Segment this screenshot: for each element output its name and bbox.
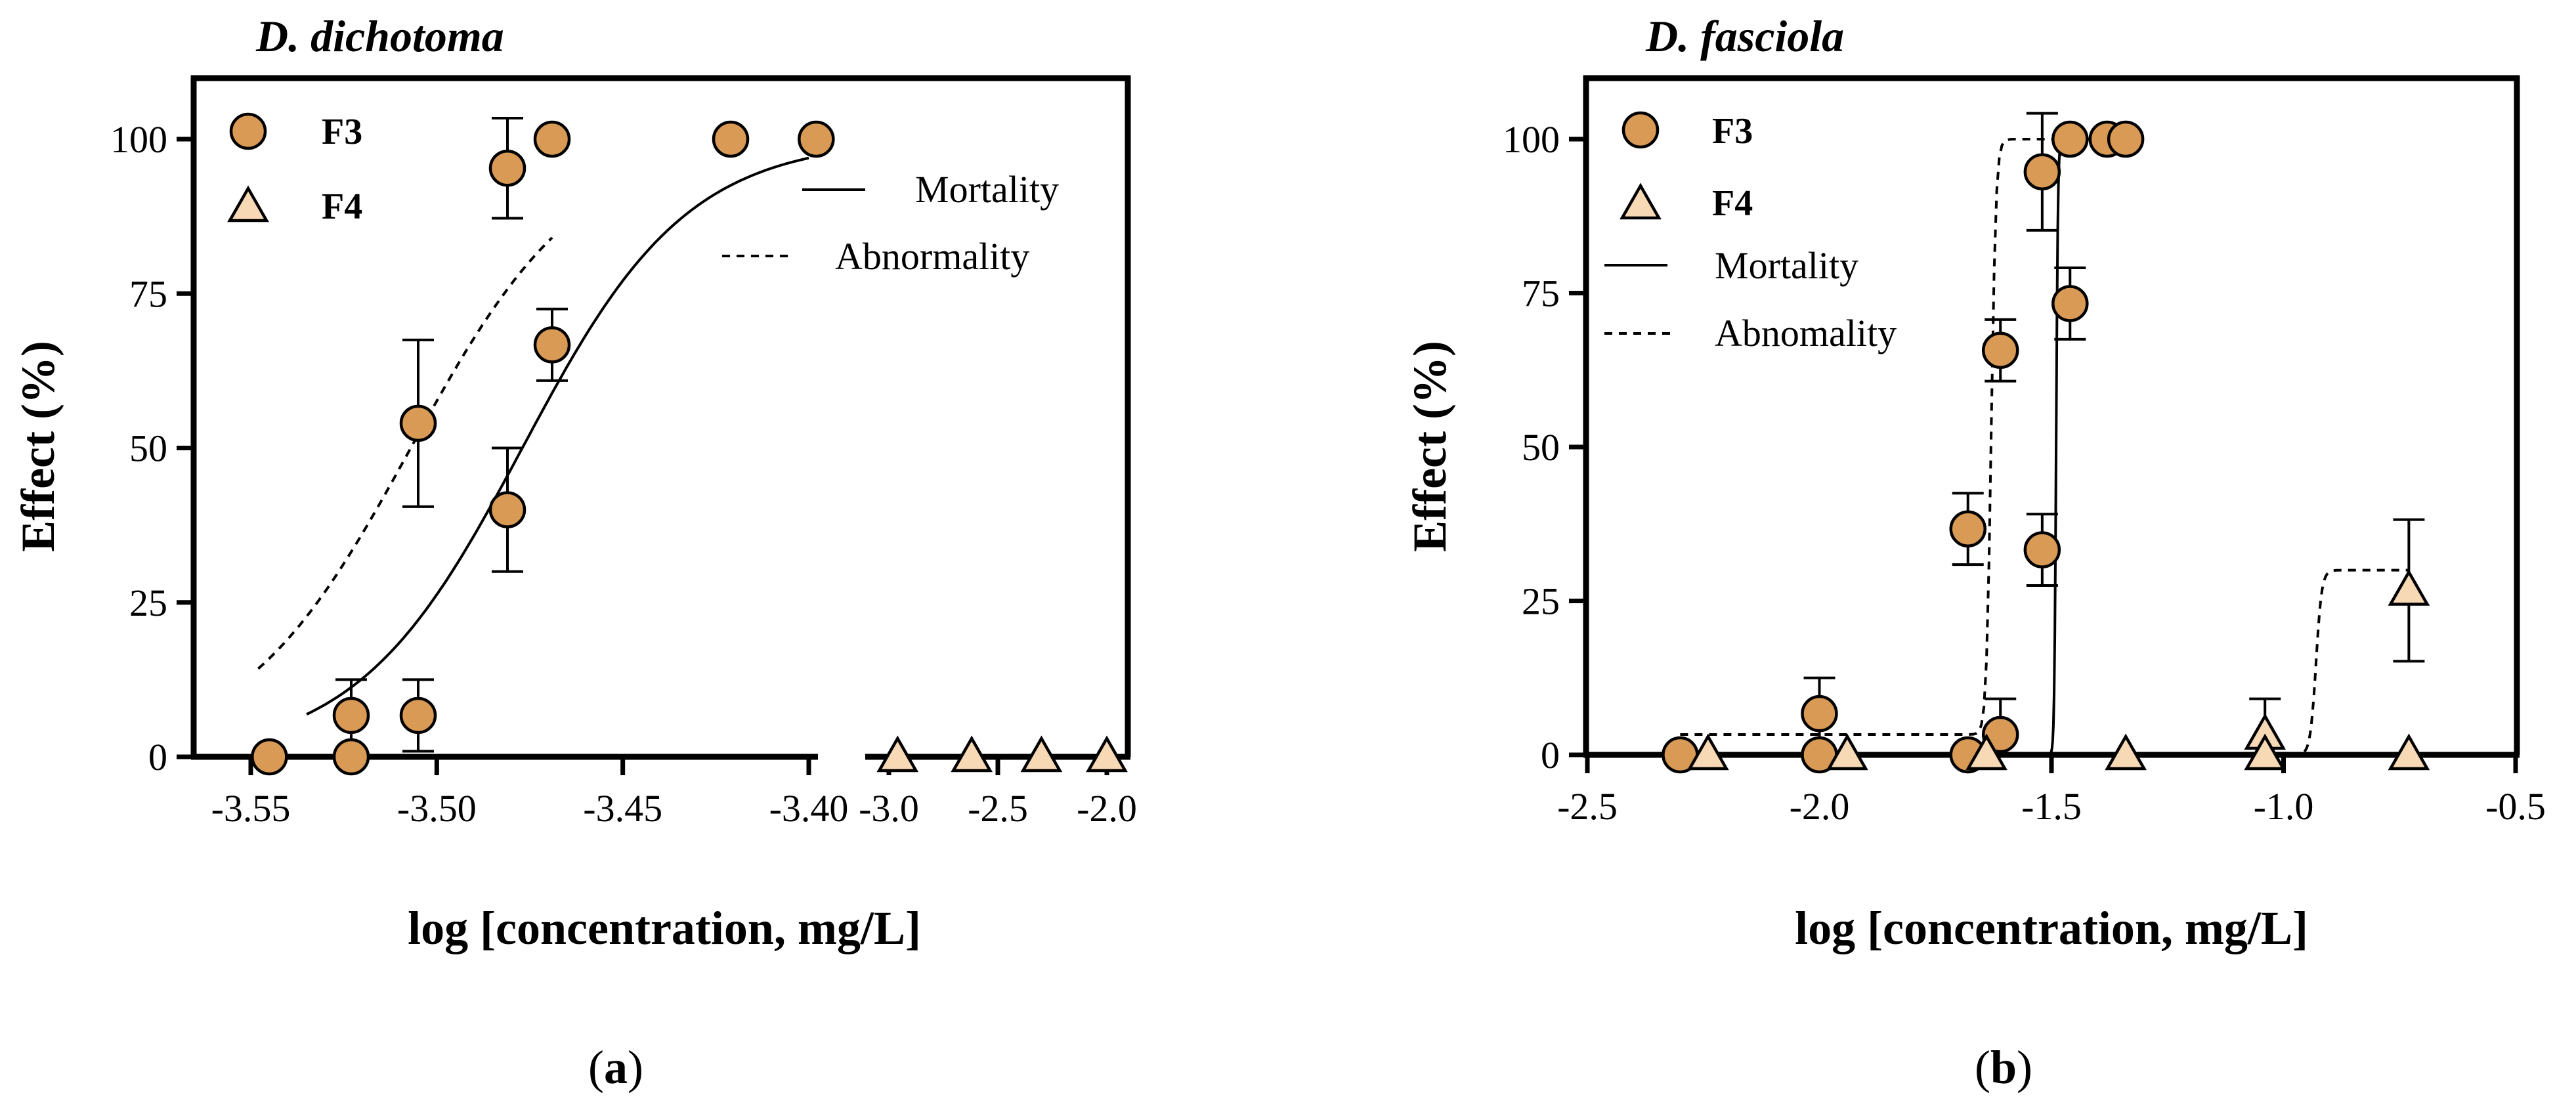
panel-a-legend-f4-label: F4 [322,186,362,227]
panel-b-x-tick-label: -2.0 [1790,785,1850,828]
panel-b-error-bars [1803,112,2425,755]
panel-b-point-f3 [2051,120,2089,158]
panel-b-legend-mortality-label: Mortality [1715,244,1858,287]
panel-a-x-tick-label: -3.45 [583,787,662,830]
chart-panel-b: D. fasciola Effect (%) log [concentratio… [1404,11,2546,1094]
panel-a-point-f3 [332,696,370,735]
panel-a-error-bars [335,117,568,753]
panel-a-point-f3 [399,404,437,442]
panel-b-point-f3 [2107,120,2145,158]
panel-b-point-f3 [1801,694,1838,733]
chart-panel-a: D. dichotoma Effect (%) log [concentrati… [12,11,1137,1094]
panel-a-y-axis-label: Effect (%) [12,341,64,552]
panel-b-legend-f4-marker [1620,182,1662,220]
panel-a-point-f3 [712,120,750,158]
panel-b-y-tick-label: 0 [1541,734,1560,777]
panel-b-x-tick-label: -1.5 [2021,785,2082,828]
panel-b-point-f4 [2388,569,2430,606]
panel-b-point-f4 [2388,733,2430,771]
panel-b-x-tick-label: -1.0 [2254,785,2314,828]
panel-b-data-points [1662,120,2430,774]
panel-b-x-ticks: -2.5 -2.0 -1.5 -1.0 -0.5 [1557,755,2546,828]
panel-b-y-ticks: 0 25 50 75 100 [1503,118,1586,777]
panel-a-point-f3 [488,149,526,187]
panel-b-title: D. fasciola [1645,11,1844,61]
panel-b-point-f3 [1949,510,1986,548]
panel-a-abnormality-curve [257,236,553,670]
panel-b-point-f4 [2244,733,2286,771]
panel-b-legend-abnomality-label: Abnomality [1715,312,1897,354]
panel-a-point-f3 [251,738,288,776]
panel-b-point-f3 [1981,331,2019,369]
panel-a-x-ticks: -3.55 -3.50 -3.45 -3.40 -3.0 -2.5 -2.0 [211,757,1137,830]
panel-a-legend-abnormality-label: Abnormality [835,235,1029,278]
panel-a-point-f4 [876,735,919,773]
panel-b-legend-f3-label: F3 [1712,111,1753,152]
panel-b-abnomality-curve [1680,138,2089,736]
panel-a-point-f3 [798,120,835,158]
panel-b-x-tick-label: -2.5 [1557,785,1618,828]
panel-a-x-tick-label: -2.5 [968,787,1028,830]
panel-a-point-f4 [1086,735,1128,773]
panel-a-x-axis-label: log [concentration, mg/L] [408,902,921,954]
panel-b-point-f4 [1826,733,1868,771]
panel-a-y-tick-label: 75 [129,272,167,315]
panel-a-legend-f3-marker [229,112,267,150]
panel-b-point-f4 [1965,733,2007,771]
panel-b-y-tick-label: 75 [1522,272,1560,315]
panel-a-title: D. dichotoma [255,11,504,61]
panel-a-y-tick-label: 50 [129,427,167,470]
panel-b-y-tick-label: 25 [1522,580,1560,623]
panel-b-legend-f4-label: F4 [1712,183,1753,224]
panel-a-point-f3 [533,326,571,364]
panel-a-x-tick-label: -3.50 [397,787,477,830]
panel-a-point-f3 [488,491,526,528]
panel-a-x-tick-label: -2.0 [1077,787,1137,830]
panel-b-mortality-curve [2000,138,2116,756]
panel-a-y-tick-label: 0 [148,736,167,778]
panel-a-x-tick-label: -3.0 [859,787,919,830]
panel-b-point-f4 [2105,733,2147,771]
panel-a-x-tick-label: -3.40 [769,787,849,830]
panel-b-y-tick-label: 100 [1503,118,1560,161]
panel-a-x-tick-label: -3.55 [211,787,291,830]
panel-b-point-f4 [1686,733,1729,771]
panel-a-data-points [251,120,1128,776]
panel-a-legend-mortality-label: Mortality [915,168,1059,211]
panel-b-legend: F3 F4 Mortality Abnomality [1604,111,1897,354]
panel-a-mortality-curve [306,156,809,716]
panel-a-point-f4 [1020,735,1063,773]
panel-a-caption: (a) [588,1041,643,1094]
panel-a-y-tick-label: 100 [110,118,167,161]
panel-a-legend-f3-label: F3 [322,112,362,152]
panel-a-legend-f4-marker [227,185,269,223]
panel-b-point-f3 [2023,531,2061,568]
panel-a-y-tick-label: 25 [129,582,167,624]
panel-a-point-f3 [332,738,370,776]
panel-b-caption: (b) [1975,1041,2032,1094]
panel-a-point-f4 [951,735,993,773]
panel-b-abnomality-curve [2218,568,2409,756]
panel-b-point-f3 [2051,285,2089,322]
panel-b-x-tick-label: -0.5 [2485,785,2546,828]
panel-b-x-axis-label: log [concentration, mg/L] [1795,902,2308,954]
panel-b-y-axis-label: Effect (%) [1404,341,1456,552]
panel-a-y-ticks: 0 25 50 75 100 [110,118,194,778]
panel-a-point-f3 [399,696,437,735]
panel-b-point-f3 [2023,153,2061,190]
panel-a-fit-curves [257,156,809,716]
panel-a-legend: F3 F4 Mortality Abnormality [227,112,1059,278]
panel-b-legend-f3-marker [1621,111,1660,149]
panel-b-y-tick-label: 50 [1522,426,1560,469]
panel-a-point-f3 [533,120,571,158]
